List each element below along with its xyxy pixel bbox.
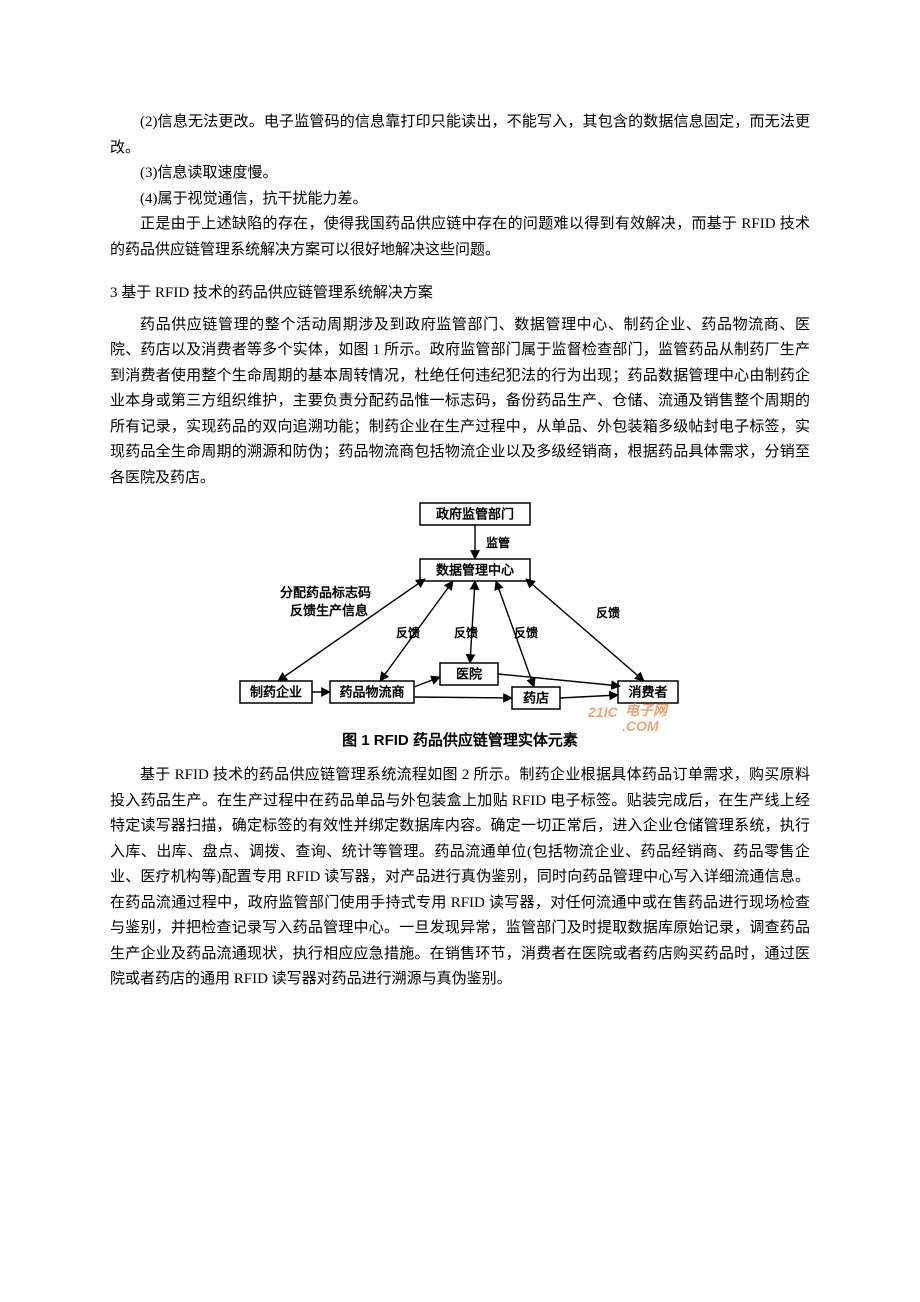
para-3: (3)信息读取速度慢。 bbox=[110, 161, 810, 187]
para-conclusion: 正是由于上述缺陷的存在，使得我国药品供应链中存在的问题难以得到有效解决，而基于 … bbox=[110, 212, 810, 263]
watermark-pre: 21IC bbox=[587, 704, 618, 720]
watermark-com: .COM bbox=[622, 718, 659, 734]
figure-1-caption: 图 1 RFID 药品供应链管理实体元素 bbox=[342, 731, 578, 749]
watermark-cn: 电子网 bbox=[625, 702, 669, 718]
node-pharmacy-label: 药店 bbox=[523, 690, 549, 705]
edge-label-fb3: 反馈 bbox=[514, 625, 538, 640]
figure-1: 政府监管部门 监管 数据管理中心 分配药品标志码 反馈生产信息 反馈 反馈 反馈 bbox=[110, 497, 810, 757]
node-maker-label: 制药企业 bbox=[250, 684, 302, 699]
edge-logistics-pharmacy bbox=[414, 697, 512, 698]
edge-label-supervise: 监管 bbox=[486, 535, 510, 550]
annot-line2: 反馈生产信息 bbox=[290, 603, 368, 618]
edge-hospital-consumer bbox=[498, 674, 620, 686]
para-6: 基于 RFID 技术的药品供应链管理系统流程如图 2 所示。制药企业根据具体药品… bbox=[110, 763, 810, 993]
edge-logistics-hospital bbox=[414, 677, 440, 687]
annot-line1: 分配药品标志码 bbox=[280, 585, 371, 600]
para-2: (2)信息无法更改。电子监管码的信息靠打印只能读出，不能写入，其包含的数据信息固… bbox=[110, 110, 810, 161]
edge-label-fb4: 反馈 bbox=[596, 605, 620, 620]
rfid-supply-chain-diagram: 政府监管部门 监管 数据管理中心 分配药品标志码 反馈生产信息 反馈 反馈 反馈 bbox=[230, 497, 690, 757]
para-4: (4)属于视觉通信，抗干扰能力差。 bbox=[110, 187, 810, 213]
node-data-label: 数据管理中心 bbox=[436, 562, 514, 577]
edge-label-fb2: 反馈 bbox=[454, 625, 478, 640]
para-5: 药品供应链管理的整个活动周期涉及到政府监管部门、数据管理中心、制药企业、药品物流… bbox=[110, 313, 810, 492]
edge-label-fb1: 反馈 bbox=[396, 625, 420, 640]
edge-pharmacy-consumer bbox=[560, 695, 618, 698]
edge-data-consumer bbox=[526, 579, 644, 681]
section-3-title: 3 基于 RFID 技术的药品供应链管理系统解决方案 bbox=[110, 281, 810, 307]
edge-data-hospital bbox=[470, 581, 475, 663]
node-logistics-label: 药品物流商 bbox=[339, 684, 404, 699]
page: (2)信息无法更改。电子监管码的信息靠打印只能读出，不能写入，其包含的数据信息固… bbox=[0, 0, 920, 1053]
node-gov-label: 政府监管部门 bbox=[436, 506, 514, 521]
node-hospital-label: 医院 bbox=[456, 666, 482, 681]
node-consumer-label: 消费者 bbox=[628, 684, 667, 699]
